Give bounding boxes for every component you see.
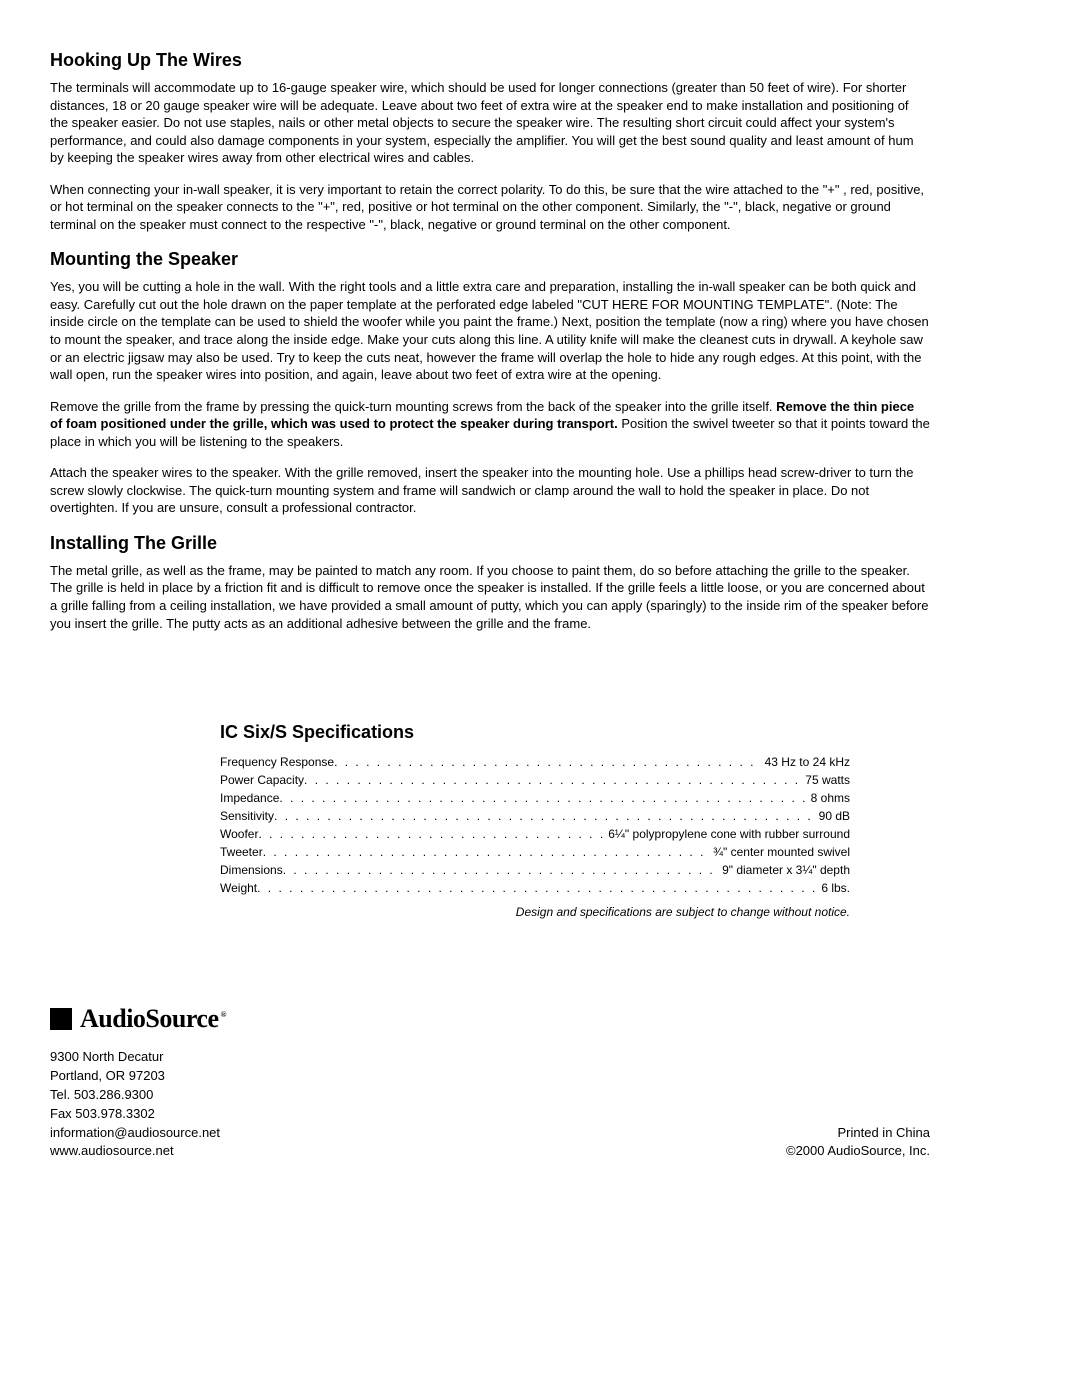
spec-dots [258,825,604,843]
spec-dots [283,861,718,879]
spec-dots [304,771,801,789]
spec-value: 90 dB [815,807,850,825]
spec-dots [279,789,806,807]
specs-note: Design and specifications are subject to… [220,905,850,919]
spec-label: Woofer [220,825,258,843]
logo-text: AudioSource® [80,1004,226,1034]
heading-mounting: Mounting the Speaker [50,249,930,270]
spec-row: Impedance 8 ohms [220,789,850,807]
logo-square-icon [50,1008,72,1030]
mounting-para-2: Remove the grille from the frame by pres… [50,398,930,451]
section-mounting: Mounting the Speaker Yes, you will be cu… [50,249,930,517]
spec-value: 6 lbs. [817,879,850,897]
spec-label: Power Capacity [220,771,304,789]
spec-dots [263,843,709,861]
contact-addr1: 9300 North Decatur [50,1048,930,1067]
spec-row: Weight 6 lbs. [220,879,850,897]
contact-tel: Tel. 503.286.9300 [50,1086,930,1105]
specs-list: Frequency Response43 Hz to 24 kHzPower C… [220,753,850,897]
wires-para-2: When connecting your in-wall speaker, it… [50,181,930,234]
grille-para-1: The metal grille, as well as the frame, … [50,562,930,632]
mounting-para-3: Attach the speaker wires to the speaker.… [50,464,930,517]
wires-para-1: The terminals will accommodate up to 16-… [50,79,930,167]
spec-label: Tweeter [220,843,263,861]
spec-label: Frequency Response [220,753,334,771]
spec-value: 8 ohms [807,789,850,807]
section-wires: Hooking Up The Wires The terminals will … [50,50,930,233]
spec-value: 75 watts [801,771,850,789]
spec-value: 9" diameter x 3¼" depth [718,861,850,879]
spec-label: Dimensions [220,861,283,879]
spec-row: Tweeter ¾" center mounted swivel [220,843,850,861]
section-grille: Installing The Grille The metal grille, … [50,533,930,632]
specs-block: IC Six/S Specifications Frequency Respon… [220,722,850,919]
spec-dots [274,807,815,825]
mounting-para-1: Yes, you will be cutting a hole in the w… [50,278,930,383]
spec-label: Sensitivity [220,807,274,825]
footer-right: Printed in China ©2000 AudioSource, Inc. [786,1124,930,1162]
heading-grille: Installing The Grille [50,533,930,554]
logo-text-inner: AudioSource [80,1004,219,1033]
contact-addr2: Portland, OR 97203 [50,1067,930,1086]
spec-row: Sensitivity 90 dB [220,807,850,825]
contact-fax: Fax 503.978.3302 [50,1105,930,1124]
spec-value: 6¼" polypropylene cone with rubber surro… [604,825,850,843]
spec-label: Impedance [220,789,279,807]
logo-reg-mark: ® [221,1010,226,1019]
mounting-p2-pre: Remove the grille from the frame by pres… [50,399,776,414]
spec-value: 43 Hz to 24 kHz [761,753,850,771]
spec-row: Power Capacity 75 watts [220,771,850,789]
printed-in: Printed in China [786,1124,930,1143]
spec-row: Frequency Response 43 Hz to 24 kHz [220,753,850,771]
spec-label: Weight [220,879,257,897]
spec-value: ¾" center mounted swivel [709,843,850,861]
spec-dots [334,753,761,771]
specs-heading: IC Six/S Specifications [220,722,850,743]
footer: AudioSource® 9300 North Decatur Portland… [50,1004,930,1161]
spec-row: Woofer 6¼" polypropylene cone with rubber… [220,825,850,843]
logo: AudioSource® [50,1004,930,1034]
copyright: ©2000 AudioSource, Inc. [786,1142,930,1161]
spec-row: Dimensions 9" diameter x 3¼" depth [220,861,850,879]
spec-dots [257,879,817,897]
heading-wires: Hooking Up The Wires [50,50,930,71]
